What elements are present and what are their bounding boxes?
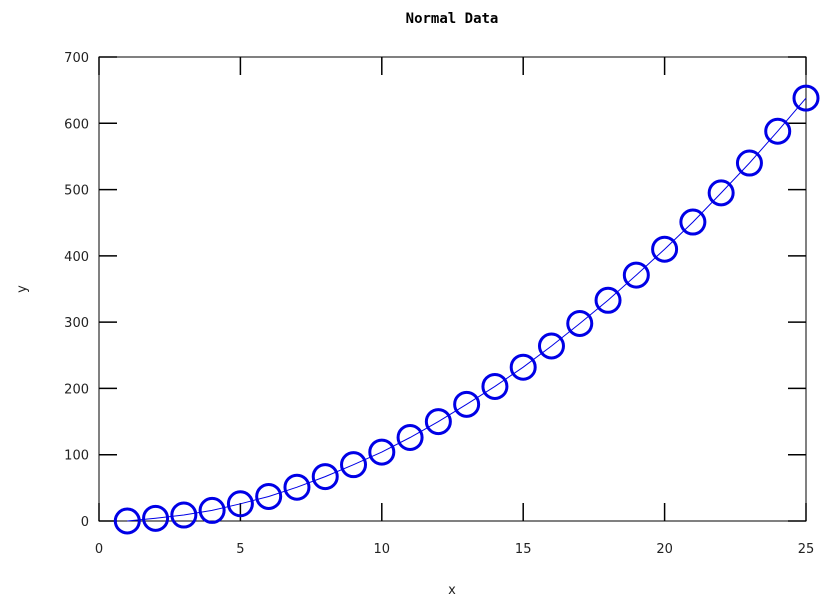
- data-point: [170, 501, 198, 529]
- y-tick-label: 600: [64, 117, 89, 132]
- data-point: [142, 504, 170, 532]
- data-point: [594, 286, 622, 314]
- y-tick-label: 0: [81, 515, 89, 530]
- data-point: [764, 117, 792, 145]
- x-tick-label: 15: [515, 542, 532, 557]
- data-point: [340, 451, 368, 479]
- series-line: [127, 97, 807, 522]
- data-point: [311, 463, 339, 491]
- data-point: [368, 438, 396, 466]
- data-point: [424, 408, 452, 436]
- plot-frame: [98, 56, 807, 522]
- data-point: [735, 149, 763, 177]
- y-axis-label: y: [15, 285, 30, 293]
- data-point: [396, 423, 424, 451]
- axes: 0 5 10 15 20 25 0 100 200 300 400 500 600 700: [64, 51, 814, 557]
- y-tick-label: 100: [64, 449, 89, 464]
- x-axis-label: x: [448, 583, 456, 598]
- data-point: [198, 496, 226, 524]
- x-tick-label: 0: [95, 542, 103, 557]
- x-tick-label: 10: [374, 542, 391, 557]
- y-tick-label: 500: [64, 184, 89, 199]
- data-point: [509, 353, 537, 381]
- data-series: [113, 84, 820, 535]
- data-point: [622, 261, 650, 289]
- data-point: [792, 84, 820, 112]
- data-point: [537, 332, 565, 360]
- data-point: [566, 309, 594, 337]
- data-point: [679, 208, 707, 236]
- data-point: [707, 179, 735, 207]
- data-point: [283, 473, 311, 501]
- data-point: [226, 490, 254, 518]
- data-point: [255, 482, 283, 510]
- chart-title: Normal Data: [406, 11, 499, 27]
- data-point: [453, 390, 481, 418]
- data-point: [113, 507, 141, 535]
- data-point: [481, 372, 509, 400]
- y-tick-label: 400: [64, 250, 89, 265]
- y-tick-label: 200: [64, 382, 89, 397]
- x-tick-label: 25: [798, 542, 815, 557]
- x-tick-label: 20: [656, 542, 673, 557]
- y-tick-label: 300: [64, 316, 89, 331]
- data-point: [651, 235, 679, 263]
- y-tick-label: 700: [64, 51, 89, 66]
- x-tick-label: 5: [236, 542, 244, 557]
